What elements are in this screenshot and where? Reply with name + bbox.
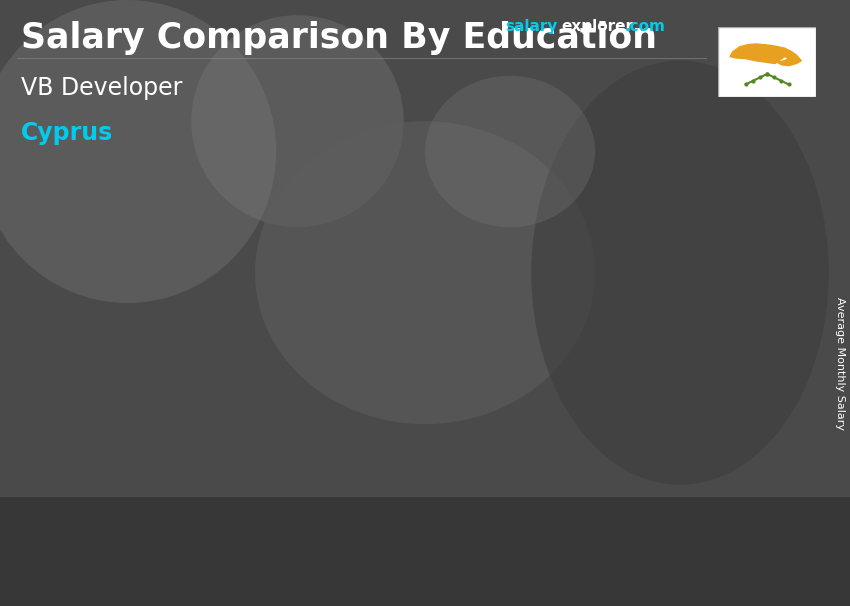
Text: .com: .com — [625, 19, 666, 35]
Ellipse shape — [425, 76, 595, 227]
Text: VB Developer: VB Developer — [21, 76, 183, 100]
Polygon shape — [143, 401, 171, 403]
Text: Master's
Degree: Master's Degree — [581, 565, 668, 606]
Polygon shape — [673, 261, 687, 527]
FancyArrowPatch shape — [292, 0, 620, 382]
Text: +33%: +33% — [440, 194, 548, 227]
Text: 2,480 EUR: 2,480 EUR — [597, 237, 683, 255]
Text: 1,860 EUR: 1,860 EUR — [394, 304, 481, 321]
Polygon shape — [730, 44, 802, 65]
Text: Average Monthly Salary: Average Monthly Salary — [835, 297, 845, 430]
Bar — [360, 327, 456, 527]
Polygon shape — [576, 261, 604, 262]
Text: +59%: +59% — [224, 258, 331, 291]
Text: Bachelor's
Degree: Bachelor's Degree — [355, 565, 461, 606]
Bar — [143, 401, 240, 527]
Polygon shape — [360, 327, 388, 329]
Bar — [576, 261, 673, 527]
Text: 1,170 EUR: 1,170 EUR — [178, 378, 264, 396]
Text: Salary Comparison By Education: Salary Comparison By Education — [21, 21, 657, 55]
Polygon shape — [240, 401, 253, 527]
Polygon shape — [143, 401, 253, 403]
Ellipse shape — [531, 61, 829, 485]
Text: salary: salary — [506, 19, 558, 35]
Polygon shape — [456, 327, 470, 527]
Ellipse shape — [255, 121, 595, 424]
Text: explorer: explorer — [561, 19, 633, 35]
Text: Certificate or
Diploma: Certificate or Diploma — [124, 565, 258, 606]
Ellipse shape — [191, 15, 404, 227]
FancyArrowPatch shape — [79, 0, 403, 459]
Text: Cyprus: Cyprus — [21, 121, 114, 145]
Polygon shape — [576, 261, 687, 262]
Bar — [0, 497, 850, 606]
Ellipse shape — [0, 0, 276, 303]
Polygon shape — [360, 327, 470, 329]
